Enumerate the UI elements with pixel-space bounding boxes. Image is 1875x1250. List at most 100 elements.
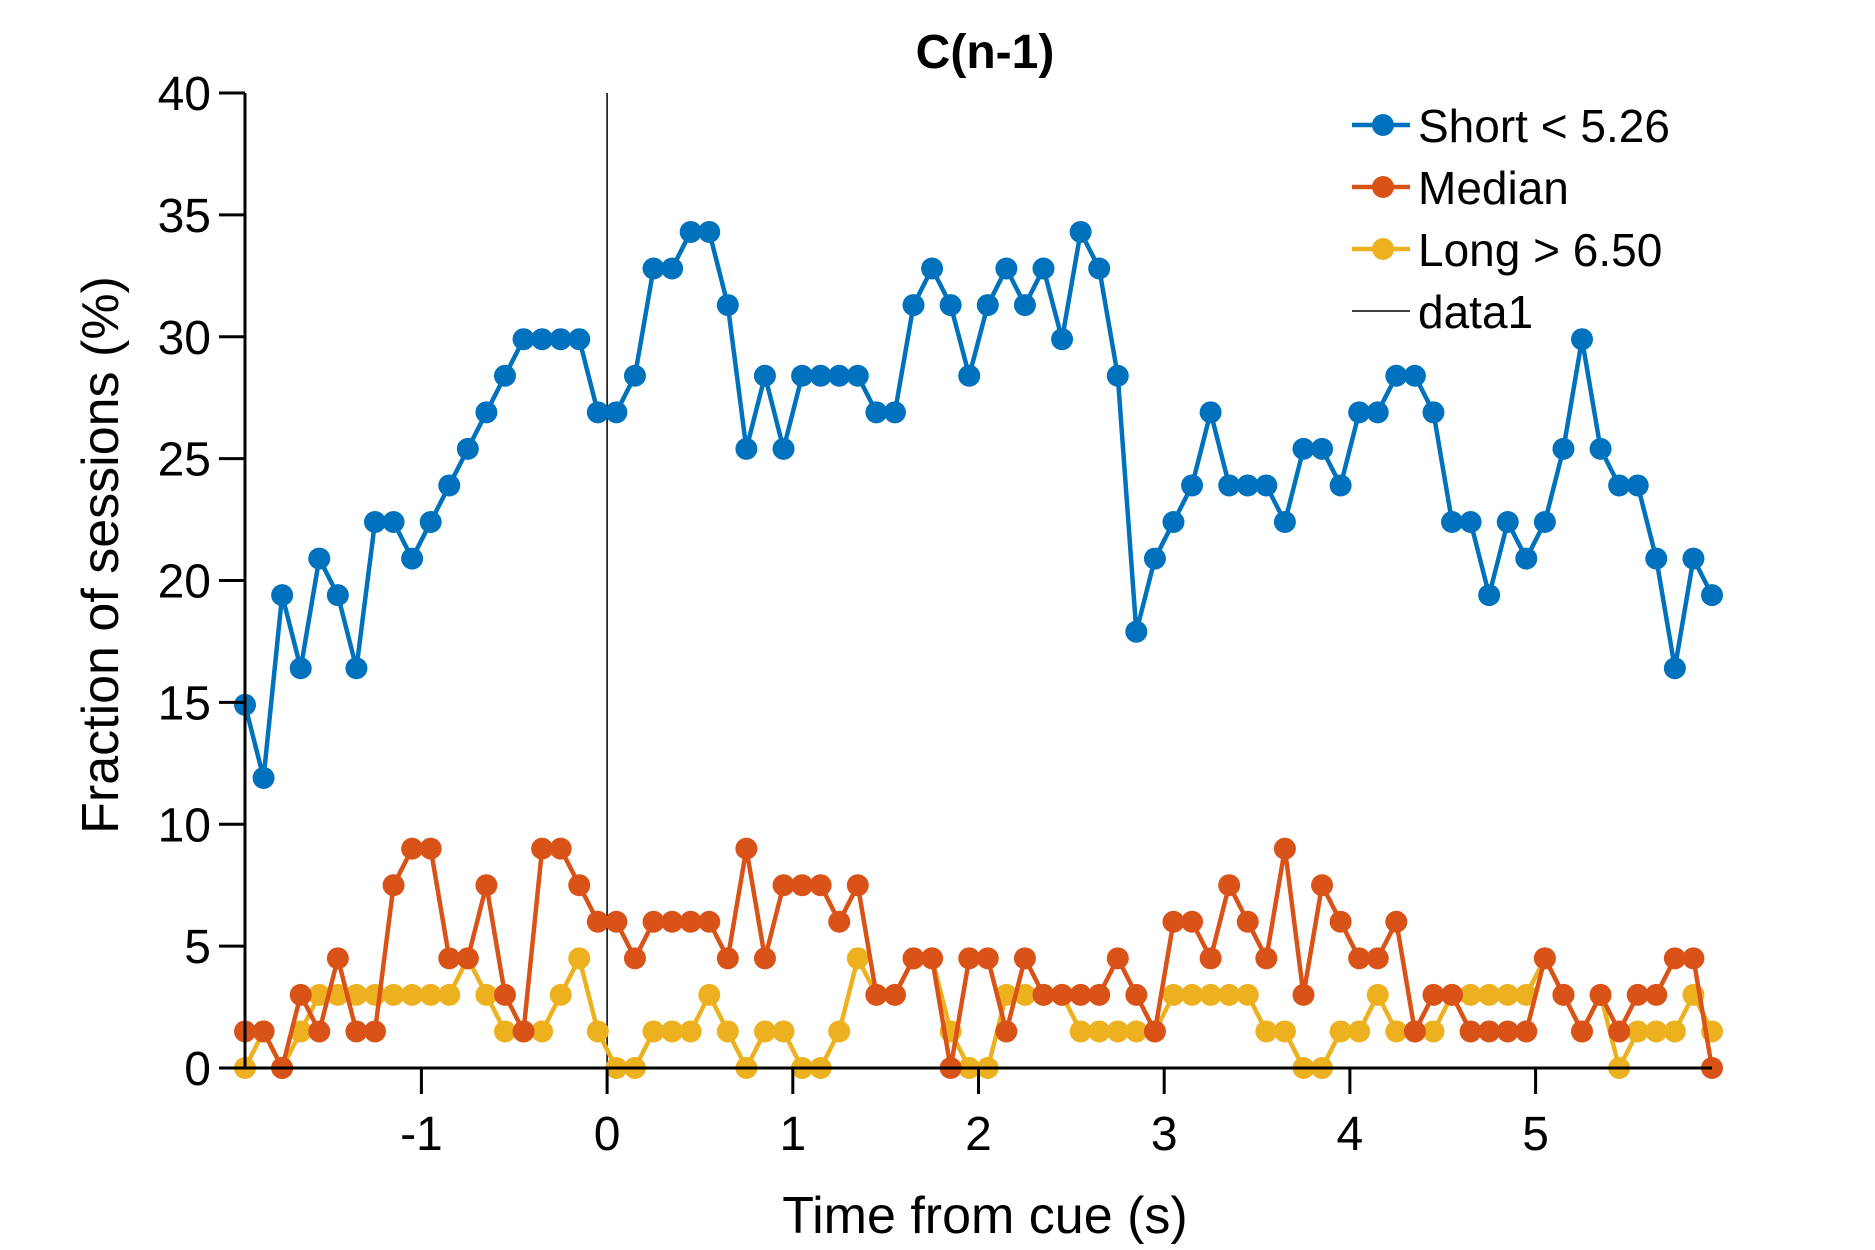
data-point — [1459, 983, 1482, 1006]
data-point — [1013, 947, 1036, 970]
data-point — [401, 837, 424, 860]
data-point — [605, 910, 628, 933]
data-point — [1459, 1020, 1482, 1043]
data-point — [289, 1020, 312, 1043]
data-point — [1088, 983, 1111, 1006]
data-point — [1273, 511, 1296, 533]
data-point — [1663, 657, 1686, 680]
y-axis-label: Fraction of sessions (%) — [72, 276, 130, 834]
data-point — [1385, 364, 1408, 387]
plot-area — [234, 93, 1723, 1079]
data-point — [1478, 584, 1501, 607]
data-point — [1013, 294, 1036, 317]
data-point — [1608, 474, 1631, 497]
data-point — [995, 257, 1018, 280]
data-point — [753, 947, 776, 970]
data-point — [1645, 547, 1668, 570]
x-tick-label: 4 — [1337, 1108, 1364, 1161]
data-point — [1571, 1020, 1594, 1043]
data-point — [753, 364, 776, 387]
data-point — [1403, 1020, 1426, 1043]
data-point — [623, 947, 646, 970]
data-point — [623, 364, 646, 387]
data-point — [493, 983, 516, 1006]
data-point — [1218, 474, 1241, 497]
data-point — [976, 294, 999, 317]
data-point — [586, 910, 609, 933]
x-tick-label: 5 — [1522, 1108, 1549, 1161]
data-point — [382, 983, 405, 1006]
data-point — [1218, 983, 1241, 1006]
data-point — [419, 837, 442, 860]
data-point — [401, 547, 424, 570]
legend-entry: Median — [1418, 162, 1569, 214]
data-point — [1441, 511, 1464, 533]
data-point — [1125, 1020, 1148, 1043]
data-point — [958, 947, 981, 970]
data-point — [1143, 547, 1166, 570]
data-point — [976, 947, 999, 970]
data-point — [772, 874, 795, 897]
data-point — [568, 874, 591, 897]
data-point — [326, 947, 349, 970]
data-point — [1348, 1020, 1371, 1043]
data-point — [1422, 983, 1445, 1006]
data-point — [735, 437, 758, 460]
data-point — [271, 584, 294, 607]
legend: Short < 5.26 Median Long > 6.50 data1 — [1352, 100, 1670, 338]
data-point — [1069, 983, 1092, 1006]
data-point — [1181, 474, 1204, 497]
data-point — [1682, 547, 1705, 570]
data-point — [1626, 1020, 1649, 1043]
data-point — [679, 220, 702, 243]
data-point — [475, 874, 498, 897]
data-point — [345, 657, 368, 680]
data-point — [1162, 983, 1185, 1006]
y-tick-label: 0 — [184, 1043, 211, 1096]
data-point — [679, 1020, 702, 1043]
data-point — [438, 983, 461, 1006]
data-point — [1088, 257, 1111, 280]
data-point — [586, 401, 609, 424]
data-point — [1236, 474, 1259, 497]
data-point — [531, 1020, 554, 1043]
data-point — [363, 511, 386, 533]
data-point — [1663, 947, 1686, 970]
data-point — [1106, 364, 1129, 387]
data-point — [1236, 910, 1259, 933]
x-tick-label: 1 — [779, 1108, 806, 1161]
data-point — [456, 947, 479, 970]
data-point — [438, 947, 461, 970]
data-point — [1292, 437, 1315, 460]
data-point — [401, 983, 424, 1006]
data-point — [1496, 1020, 1519, 1043]
data-point — [828, 1020, 851, 1043]
data-point — [1051, 983, 1074, 1006]
data-point — [308, 983, 331, 1006]
data-point — [1663, 1020, 1686, 1043]
data-point — [791, 364, 814, 387]
data-point — [735, 837, 758, 860]
data-point — [1255, 1020, 1278, 1043]
data-point — [921, 947, 944, 970]
data-point — [828, 364, 851, 387]
data-point — [345, 1020, 368, 1043]
y-tick-label: 35 — [158, 190, 211, 243]
data-point — [1181, 910, 1204, 933]
data-point — [772, 1020, 795, 1043]
data-point — [1255, 474, 1278, 497]
data-point — [1515, 983, 1538, 1006]
data-point — [1032, 983, 1055, 1006]
data-point — [939, 294, 962, 317]
data-point — [382, 874, 405, 897]
data-point — [679, 910, 702, 933]
data-point — [531, 328, 554, 351]
legend-entry: Short < 5.26 — [1418, 100, 1670, 152]
data-point — [1199, 983, 1222, 1006]
series-line — [242, 956, 1715, 1071]
data-point — [1143, 1020, 1166, 1043]
data-point — [698, 220, 721, 243]
data-point — [642, 1020, 665, 1043]
data-point — [512, 1020, 535, 1043]
data-point — [1181, 983, 1204, 1006]
